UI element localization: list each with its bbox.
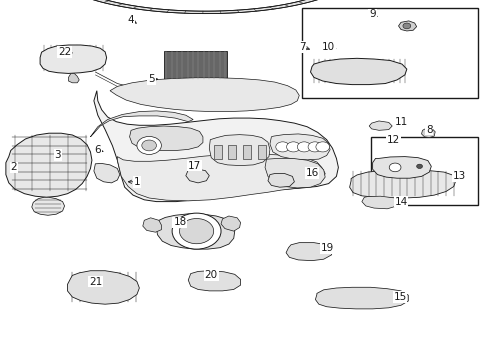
Polygon shape xyxy=(156,214,234,249)
Polygon shape xyxy=(188,271,240,291)
Polygon shape xyxy=(285,243,332,261)
Polygon shape xyxy=(349,170,455,198)
Polygon shape xyxy=(267,174,294,187)
Polygon shape xyxy=(421,128,434,138)
Polygon shape xyxy=(67,271,139,304)
Polygon shape xyxy=(32,197,64,215)
Text: 8: 8 xyxy=(425,125,432,135)
Text: 15: 15 xyxy=(392,292,406,302)
Text: 21: 21 xyxy=(89,276,102,287)
Circle shape xyxy=(275,142,289,152)
Polygon shape xyxy=(94,91,338,202)
Circle shape xyxy=(142,140,156,151)
Bar xyxy=(257,145,265,159)
Text: 16: 16 xyxy=(305,168,318,178)
Circle shape xyxy=(307,142,321,152)
Polygon shape xyxy=(110,78,299,112)
Polygon shape xyxy=(142,218,161,232)
Circle shape xyxy=(388,163,400,172)
Text: 9: 9 xyxy=(368,9,375,19)
Text: 4: 4 xyxy=(127,15,134,25)
Polygon shape xyxy=(59,0,354,14)
Bar xyxy=(370,137,477,205)
Polygon shape xyxy=(310,58,406,85)
Circle shape xyxy=(416,164,422,168)
Polygon shape xyxy=(368,121,391,130)
Circle shape xyxy=(297,142,310,152)
Polygon shape xyxy=(361,196,399,209)
Text: 11: 11 xyxy=(393,117,407,127)
Polygon shape xyxy=(117,154,325,201)
Circle shape xyxy=(172,213,221,249)
Circle shape xyxy=(137,136,161,154)
Text: 6: 6 xyxy=(94,145,101,156)
Bar xyxy=(302,8,477,98)
Polygon shape xyxy=(129,126,203,150)
Bar xyxy=(243,145,250,159)
Text: 18: 18 xyxy=(173,217,186,228)
Polygon shape xyxy=(185,169,209,183)
Polygon shape xyxy=(264,158,325,188)
Circle shape xyxy=(402,23,410,29)
Polygon shape xyxy=(398,21,416,31)
Polygon shape xyxy=(221,216,240,231)
Text: 22: 22 xyxy=(58,47,71,57)
Text: 14: 14 xyxy=(393,197,407,207)
Text: 1: 1 xyxy=(133,177,140,187)
Polygon shape xyxy=(94,163,120,183)
Polygon shape xyxy=(315,287,407,309)
Circle shape xyxy=(179,219,213,244)
Polygon shape xyxy=(68,73,79,83)
Text: 5: 5 xyxy=(148,74,155,84)
Text: 17: 17 xyxy=(187,161,201,171)
Polygon shape xyxy=(90,111,193,137)
Bar xyxy=(163,51,227,79)
Text: 10: 10 xyxy=(322,42,334,52)
Text: 19: 19 xyxy=(320,243,334,253)
Polygon shape xyxy=(6,133,92,197)
Text: 20: 20 xyxy=(204,270,217,280)
Polygon shape xyxy=(269,134,329,160)
Text: 7: 7 xyxy=(298,42,305,52)
Bar xyxy=(213,145,221,159)
Circle shape xyxy=(315,142,329,152)
Polygon shape xyxy=(40,45,106,73)
Circle shape xyxy=(286,142,300,152)
Polygon shape xyxy=(209,135,269,166)
Polygon shape xyxy=(372,157,430,178)
Text: 13: 13 xyxy=(452,171,466,181)
Text: 12: 12 xyxy=(386,135,400,145)
Bar xyxy=(228,145,236,159)
Text: 3: 3 xyxy=(54,150,61,160)
Text: 2: 2 xyxy=(10,162,17,172)
